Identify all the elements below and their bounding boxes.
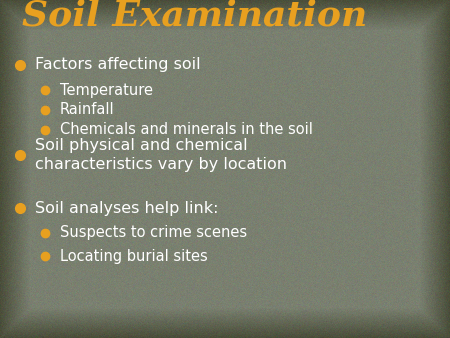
Text: Soil Examination: Soil Examination (22, 0, 367, 33)
Text: Locating burial sites: Locating burial sites (60, 248, 208, 264)
Text: Factors affecting soil: Factors affecting soil (35, 57, 201, 72)
Text: Soil physical and chemical
characteristics vary by location: Soil physical and chemical characteristi… (35, 138, 287, 172)
Text: Soil analyses help link:: Soil analyses help link: (35, 200, 219, 216)
Text: Chemicals and minerals in the soil: Chemicals and minerals in the soil (60, 122, 313, 138)
Text: Suspects to crime scenes: Suspects to crime scenes (60, 225, 247, 241)
Text: Temperature: Temperature (60, 82, 153, 97)
Text: Rainfall: Rainfall (60, 102, 115, 118)
